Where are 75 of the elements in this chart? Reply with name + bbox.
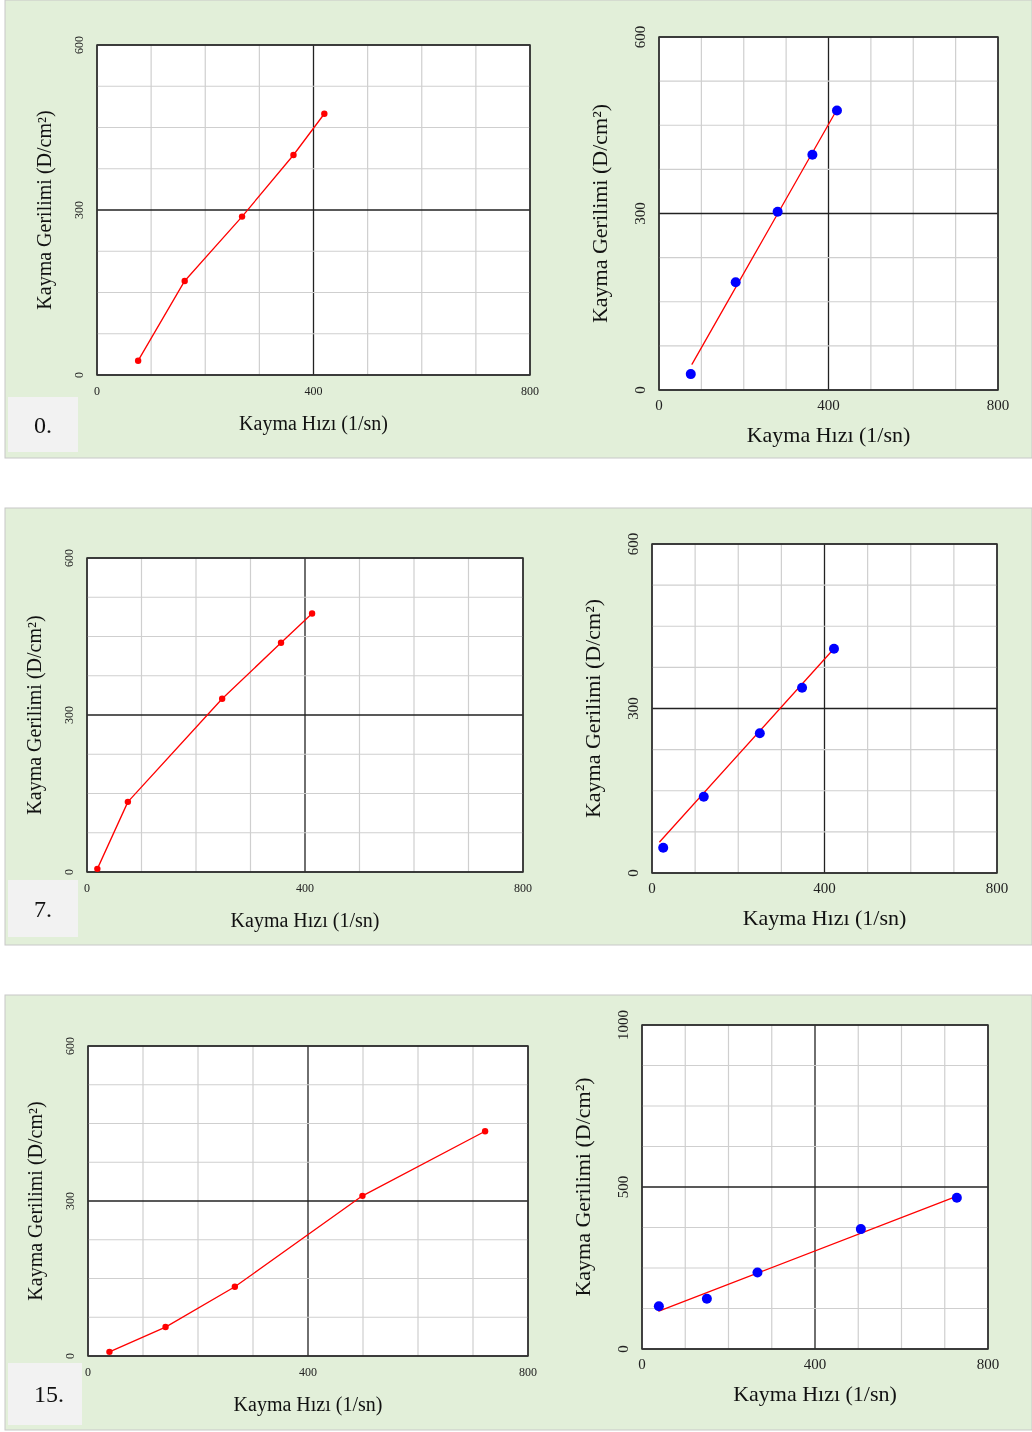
x-axis-title: Kayma Hızı (1/sn) [239,412,388,435]
point [106,1348,113,1356]
text: 0. [34,411,52,438]
point [855,1224,866,1235]
point [359,1192,366,1200]
point [231,1283,239,1290]
x-tick-label: 800 [521,384,539,398]
x-tick-label: 0 [655,397,663,413]
y-axis-title: Kayma Gerilimi (D/cm²) [587,103,612,324]
point [752,1267,763,1278]
point [481,1128,489,1135]
point [730,277,741,288]
y-axis-title: Kayma Gerilimi (D/cm²) [570,1077,595,1297]
point [321,110,328,117]
point [218,695,226,702]
x-tick-label: 0 [94,384,100,398]
x-tick-label: 400 [813,880,836,896]
point [94,865,101,873]
y-tick-label: 1000 [615,1010,631,1040]
point [831,105,842,116]
point [698,791,709,802]
x-tick-label: 400 [296,881,314,895]
x-axis-title: Kayma Hızı (1/sn) [746,422,911,447]
point [828,643,839,654]
y-tick-label: 600 [62,549,76,567]
point [658,842,669,853]
point [181,277,188,285]
x-tick-label: 800 [985,880,1009,896]
point [238,213,246,220]
point [124,798,132,806]
point [701,1293,712,1304]
y-tick-label: 0 [72,372,86,378]
point [685,369,696,380]
point [797,682,808,693]
y-tick-label: 300 [72,201,86,219]
x-axis-title: Kayma Hızı (1/sn) [230,909,380,932]
point [277,639,285,646]
y-tick-label: 300 [62,706,76,724]
point [308,610,316,617]
point [951,1192,962,1203]
x-tick-label: 800 [976,1356,1000,1372]
y-tick-label: 600 [63,1037,77,1055]
y-axis-title: Kayma Gerilimi (D/cm²) [33,110,56,310]
y-tick-label: 500 [615,1175,631,1199]
x-tick-label: 400 [299,1365,317,1379]
y-axis-title: Kayma Gerilimi (D/cm²) [580,598,605,819]
y-tick-label: 600 [625,532,641,556]
text: 7. [34,895,52,922]
x-tick-label: 400 [803,1356,827,1372]
y-tick-label: 300 [63,1192,77,1210]
x-tick-label: 400 [817,397,840,413]
y-tick-label: 600 [72,36,86,54]
x-tick-label: 800 [519,1365,537,1379]
x-axis-title: Kayma Hızı (1/sn) [233,1393,383,1416]
point [807,149,818,160]
point [772,206,783,217]
x-axis-title: Kayma Hızı (1/sn) [742,905,907,930]
x-tick-label: 400 [304,384,323,398]
point [290,151,297,159]
y-tick-label: 0 [62,869,76,875]
y-tick-label: 600 [632,25,648,49]
point [754,728,765,739]
x-axis-title: Kayma Hızı (1/sn) [733,1381,897,1406]
y-tick-label: 300 [632,202,648,225]
y-axis-title: Kayma Gerilimi (D/cm²) [23,615,46,815]
x-tick-label: 800 [986,397,1010,413]
y-axis-title: Kayma Gerilimi (D/cm²) [24,1101,47,1301]
point [653,1301,664,1312]
y-tick-label: 300 [625,697,641,720]
x-tick-label: 800 [514,881,532,895]
y-tick-label: 0 [615,1345,631,1353]
point [134,357,142,364]
y-tick-label: 0 [625,869,641,877]
point [162,1323,169,1331]
text: 15. [34,1381,64,1407]
